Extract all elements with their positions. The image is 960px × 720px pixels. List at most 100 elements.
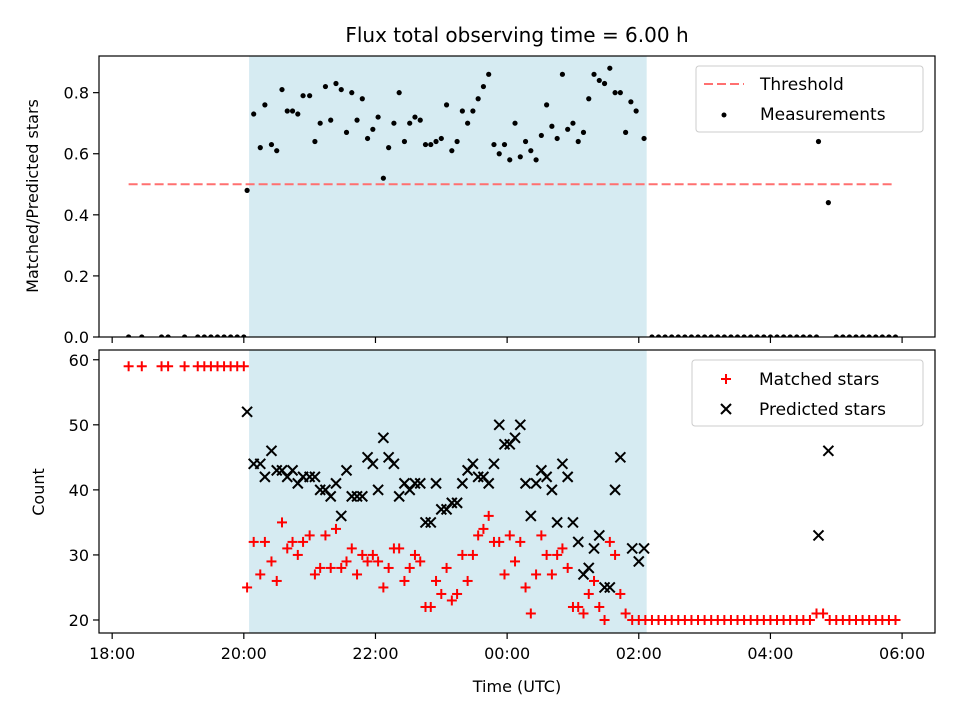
matched-point bbox=[431, 575, 442, 586]
measurement-point bbox=[780, 334, 787, 337]
measurement-point bbox=[433, 138, 439, 145]
measurement-point bbox=[370, 126, 376, 132]
matched-point bbox=[409, 549, 420, 560]
measurement-point bbox=[354, 117, 360, 123]
predicted-stars-series bbox=[241, 406, 835, 594]
matched-point bbox=[504, 530, 515, 541]
matched-point bbox=[520, 582, 531, 593]
matched-point bbox=[404, 562, 415, 573]
matched-point bbox=[373, 556, 384, 567]
matched-point bbox=[557, 543, 568, 554]
predicted-point bbox=[493, 419, 505, 431]
predicted-point bbox=[567, 516, 579, 529]
measurement-point bbox=[139, 334, 145, 337]
measurement-point bbox=[533, 157, 539, 163]
legend: Threshold Measurements bbox=[695, 65, 924, 133]
measurement-point bbox=[748, 334, 754, 337]
measurement-point bbox=[201, 334, 207, 337]
measurement-point bbox=[741, 334, 747, 337]
predicted-point bbox=[309, 471, 321, 483]
measurement-point bbox=[800, 334, 806, 337]
legend-predicted-swatch bbox=[720, 403, 732, 415]
measurement-point bbox=[544, 102, 550, 108]
x-axis-label: Time (UTC) bbox=[472, 677, 561, 696]
predicted-point bbox=[414, 477, 426, 490]
measurement-point bbox=[234, 334, 240, 337]
measurement-point bbox=[289, 108, 296, 114]
matched-point bbox=[483, 510, 494, 521]
predicted-point bbox=[614, 451, 627, 464]
matched-point bbox=[499, 569, 510, 580]
y-tick-label: 0.2 bbox=[64, 267, 89, 286]
x-tick-label: 20:00 bbox=[221, 644, 267, 663]
measurement-point bbox=[559, 71, 566, 77]
matched-point bbox=[541, 549, 552, 560]
measurement-point bbox=[708, 334, 714, 337]
measurement-point bbox=[538, 132, 544, 139]
legend-matched-label: Matched stars bbox=[759, 370, 879, 390]
measurement-point bbox=[580, 129, 587, 135]
predicted-point bbox=[367, 458, 379, 470]
matched-point bbox=[552, 549, 563, 560]
predicted-point bbox=[388, 458, 400, 470]
measurement-point bbox=[412, 114, 418, 120]
predicted-point bbox=[488, 458, 500, 470]
measurement-point bbox=[349, 90, 355, 96]
measurement-point bbox=[181, 334, 188, 337]
plot-frame bbox=[98, 349, 936, 634]
matched-point bbox=[578, 608, 589, 619]
measurement-point bbox=[279, 86, 285, 93]
matched-point bbox=[436, 588, 447, 599]
predicted-point bbox=[325, 490, 337, 503]
matched-point bbox=[494, 536, 505, 547]
predicted-point bbox=[451, 497, 463, 509]
measurement-point bbox=[853, 334, 859, 337]
predicted-point bbox=[551, 516, 563, 529]
matched-point bbox=[357, 549, 368, 560]
measurement-point bbox=[312, 138, 318, 145]
measurement-point bbox=[480, 83, 487, 90]
y-tick-label: 50 bbox=[69, 416, 89, 435]
measurement-point bbox=[228, 334, 234, 337]
measurement-point bbox=[565, 126, 571, 132]
predicted-point bbox=[540, 471, 553, 483]
legend-threshold-label: Threshold bbox=[759, 75, 844, 95]
predicted-point bbox=[583, 562, 595, 574]
predicted-point bbox=[286, 464, 299, 477]
measurement-point bbox=[761, 334, 767, 337]
measurement-point bbox=[317, 120, 323, 126]
predicted-point bbox=[561, 471, 574, 483]
measurement-point bbox=[607, 65, 613, 71]
chart-title: Flux total observing time = 6.00 h bbox=[345, 23, 688, 47]
predicted-point bbox=[430, 477, 442, 490]
predicted-point bbox=[638, 542, 650, 555]
measurement-point bbox=[601, 80, 608, 87]
measurement-point bbox=[813, 334, 820, 337]
measurement-point bbox=[815, 138, 822, 145]
predicted-point bbox=[519, 477, 532, 490]
matched-point bbox=[248, 536, 259, 547]
matched-point bbox=[309, 569, 320, 580]
measurement-point bbox=[470, 108, 476, 114]
measurement-point bbox=[612, 90, 618, 96]
x-axis-ticks bbox=[111, 337, 903, 343]
x-tick-label: 22:00 bbox=[352, 644, 398, 663]
measurements-series bbox=[126, 65, 899, 337]
measurement-point bbox=[262, 102, 268, 108]
measurement-point bbox=[328, 117, 334, 123]
measurement-point bbox=[721, 334, 727, 337]
predicted-point bbox=[265, 445, 278, 457]
plot-frame bbox=[98, 55, 936, 338]
y-axis-label: Matched/Predicted stars bbox=[23, 99, 42, 293]
measurement-point bbox=[386, 145, 392, 151]
measurement-point bbox=[892, 334, 899, 337]
matched-point bbox=[315, 562, 326, 573]
matched-point bbox=[462, 575, 473, 586]
matched-point bbox=[536, 530, 547, 541]
matched-point bbox=[546, 569, 557, 580]
predicted-point bbox=[241, 406, 253, 418]
measurement-point bbox=[833, 334, 839, 337]
measurement-point bbox=[715, 334, 721, 337]
measurement-point bbox=[702, 334, 708, 337]
predicted-point bbox=[604, 581, 616, 594]
